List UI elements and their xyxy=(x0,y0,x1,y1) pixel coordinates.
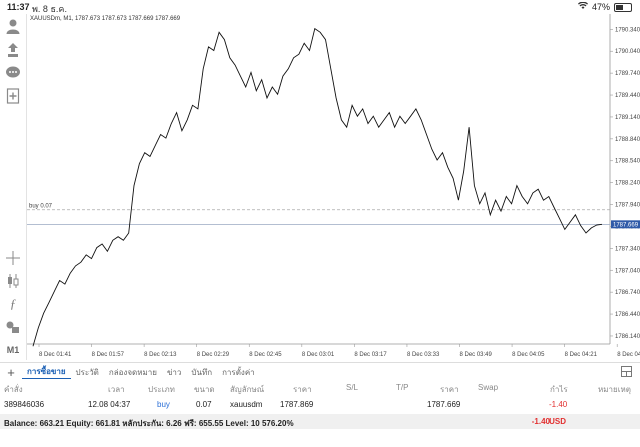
left-toolbar: ƒ M1 xyxy=(0,14,27,360)
tab-journal[interactable]: บันทึก xyxy=(191,367,213,377)
current-price-tag xyxy=(611,220,640,229)
x-tick-label: 8 Dec 04:05 xyxy=(512,352,545,358)
y-tick-label: 1789.740 xyxy=(615,71,640,77)
timeframe-m1-icon[interactable]: M1 xyxy=(6,345,20,355)
y-tick-label: 1789.440 xyxy=(615,93,640,99)
battery-icon xyxy=(614,2,632,12)
tab-trade[interactable]: การซื้อขาย xyxy=(22,365,71,379)
col-sl: S/L xyxy=(346,383,359,392)
y-tick-label: 1789.140 xyxy=(615,115,640,121)
x-tick-label: 8 Dec 04:37 xyxy=(617,352,640,358)
trade-arrows-icon[interactable] xyxy=(5,42,21,58)
buy-level-label: buy 0.07 xyxy=(29,204,53,210)
y-tick-label: 1788.840 xyxy=(615,137,640,143)
x-tick-label: 8 Dec 02:29 xyxy=(197,352,230,358)
objects-icon[interactable] xyxy=(5,319,21,335)
col-price-current: ราคา xyxy=(440,385,459,394)
row-symbol: xauusdm xyxy=(230,400,263,409)
profit-currency: USD xyxy=(549,417,566,426)
row-price: 1787.869 xyxy=(280,400,314,409)
battery-percent: 47% xyxy=(591,2,610,12)
y-tick-label: 1787.040 xyxy=(615,268,640,274)
add-indicator-icon[interactable] xyxy=(5,88,21,104)
terminal-tabs: + การซื้อขาย ประวัติ กล่องจดหมาย ข่าว บั… xyxy=(0,362,640,381)
col-order: คำสั่ง xyxy=(4,385,23,394)
candles-icon[interactable] xyxy=(5,273,21,289)
balance-summary: Balance: 663.21 Equity: 661.81 หลักประกั… xyxy=(4,419,294,428)
tab-mailbox[interactable]: กล่องจดหมาย xyxy=(108,367,157,377)
x-tick-label: 8 Dec 03:49 xyxy=(460,352,493,358)
expand-panel-icon[interactable] xyxy=(621,366,632,380)
chart-title: XAUUSDm, M1, 1787.673 1787.673 1787.669 … xyxy=(30,16,181,22)
row-type: buy xyxy=(157,400,170,409)
x-tick-label: 8 Dec 03:01 xyxy=(302,352,335,358)
y-tick-label: 1786.440 xyxy=(615,312,640,318)
x-tick-label: 8 Dec 01:57 xyxy=(92,352,125,358)
account-icon[interactable] xyxy=(5,18,21,34)
col-tp: T/P xyxy=(396,383,409,392)
x-tick-label: 8 Dec 02:13 xyxy=(144,352,177,358)
col-profit: กำไร xyxy=(550,385,568,394)
x-tick-label: 8 Dec 04:21 xyxy=(565,352,598,358)
y-tick-label: 1787.940 xyxy=(615,203,640,209)
current-price-label: 1787.669 xyxy=(613,222,639,228)
status-bar: 11:37 พ. 8 ธ.ค. 47% xyxy=(0,0,640,14)
tab-settings[interactable]: การตั้งค่า xyxy=(222,367,255,377)
crosshair-icon[interactable] xyxy=(5,250,21,266)
y-tick-label: 1790.340 xyxy=(615,27,640,33)
y-tick-label: 1788.540 xyxy=(615,159,640,165)
orders-table-header: คำสั่ง เวลา ประเภท ขนาด สัญลักษณ์ ราคา S… xyxy=(0,381,640,396)
balance-bar: Balance: 663.21 Equity: 661.81 หลักประกั… xyxy=(0,414,640,429)
x-tick-label: 8 Dec 03:33 xyxy=(407,352,440,358)
price-series-line xyxy=(32,27,603,347)
col-swap: Swap xyxy=(478,383,499,392)
table-row[interactable]: 389846036 12.08 04:37 buy 0.07 xauusdm 1… xyxy=(0,398,640,413)
row-price-current: 1787.669 xyxy=(427,400,461,409)
col-time: เวลา xyxy=(108,385,125,394)
y-tick-label: 1786.740 xyxy=(615,290,640,296)
tab-history[interactable]: ประวัติ xyxy=(75,367,99,377)
row-time: 12.08 04:37 xyxy=(88,400,131,409)
total-profit: -1.40 xyxy=(531,417,550,426)
status-right: 47% xyxy=(577,1,632,12)
y-tick-label: 1788.240 xyxy=(615,181,640,187)
col-price: ราคา xyxy=(293,385,312,394)
wifi-icon xyxy=(577,1,588,12)
price-chart[interactable]: 1790.340 1790.040 1789.740 1789.440 1789.140… xyxy=(27,14,640,360)
y-tick-label: 1787.340 xyxy=(615,246,640,252)
row-size: 0.07 xyxy=(196,400,212,409)
x-tick-label: 8 Dec 02:45 xyxy=(249,352,282,358)
x-tick-label: 8 Dec 01:41 xyxy=(39,352,72,358)
row-order: 389846036 xyxy=(4,400,45,409)
row-profit: -1.40 xyxy=(549,400,568,409)
y-tick-label: 1786.140 xyxy=(615,334,640,340)
tab-news[interactable]: ข่าว xyxy=(166,367,182,377)
function-icon[interactable]: ƒ xyxy=(9,296,17,311)
col-type: ประเภท xyxy=(148,385,175,394)
chat-icon[interactable] xyxy=(5,65,21,81)
new-order-plus-icon[interactable]: + xyxy=(7,364,15,380)
col-size: ขนาด xyxy=(194,385,215,394)
col-comment: หมายเหตุ xyxy=(598,385,631,394)
chart-canvas[interactable]: 1790.340 1790.040 1789.740 1789.440 1789.140… xyxy=(27,14,640,360)
status-date: พ. 8 ธ.ค. xyxy=(32,4,67,14)
col-symbol: สัญลักษณ์ xyxy=(230,385,265,394)
y-tick-label: 1790.040 xyxy=(615,49,640,55)
x-tick-label: 8 Dec 03:17 xyxy=(354,352,387,358)
status-time: 11:37 xyxy=(7,2,30,12)
